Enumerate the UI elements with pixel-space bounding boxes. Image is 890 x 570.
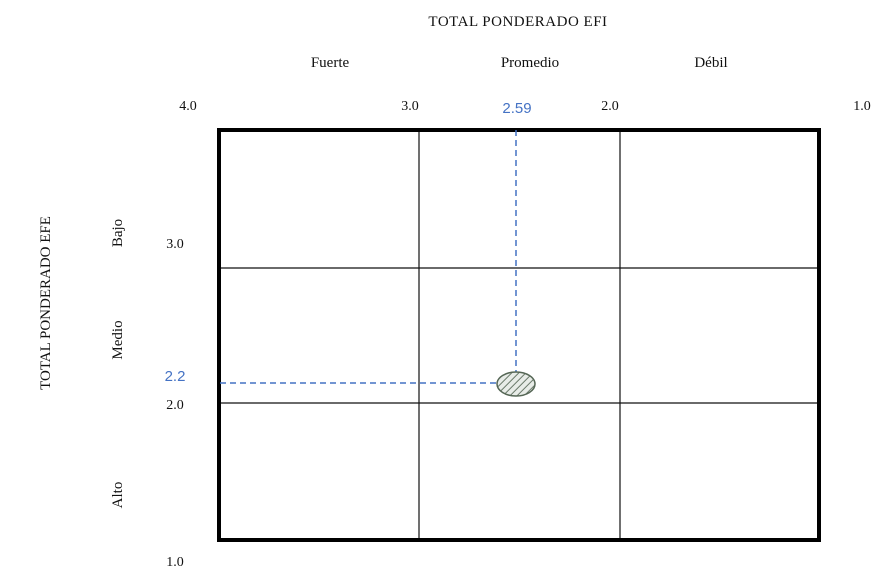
top-tick-1: 1.0 — [853, 99, 871, 114]
position-marker — [496, 371, 536, 397]
top-axis-title: TOTAL PONDERADO EFI — [428, 14, 607, 30]
top-tick-3: 3.0 — [401, 99, 419, 114]
left-category-medio: Medio — [110, 320, 126, 359]
left-category-bajo: Bajo — [110, 219, 126, 247]
y-value-label: 2.2 — [165, 368, 186, 385]
top-tick-4: 4.0 — [179, 99, 197, 114]
top-category-debil: Débil — [694, 55, 727, 71]
top-category-fuerte: Fuerte — [311, 55, 350, 71]
matrix-border — [217, 128, 821, 542]
x-value-label: 2.59 — [502, 100, 531, 117]
left-tick-3: 3.0 — [166, 237, 184, 252]
left-axis-title: TOTAL PONDERADO EFE — [38, 216, 54, 390]
top-tick-2: 2.0 — [601, 99, 619, 114]
left-category-alto: Alto — [110, 482, 126, 509]
matrix-grid — [217, 128, 821, 542]
top-category-promedio: Promedio — [501, 55, 559, 71]
left-tick-2: 2.0 — [166, 398, 184, 413]
left-tick-1: 1.0 — [166, 555, 184, 570]
